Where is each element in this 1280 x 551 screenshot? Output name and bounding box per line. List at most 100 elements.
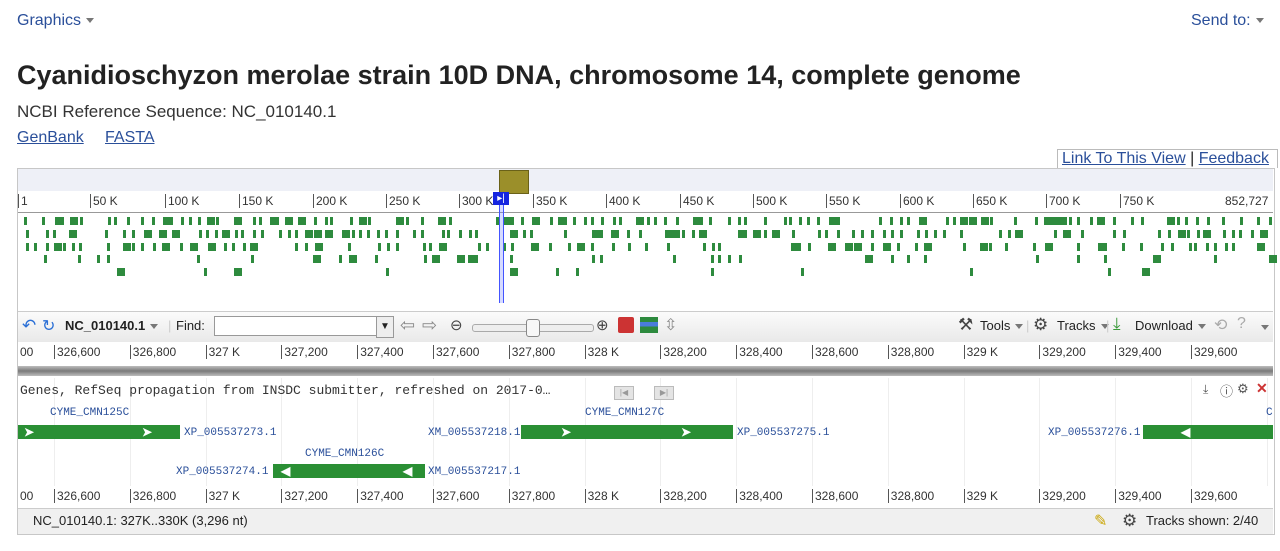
overview-gene-mark: [890, 217, 893, 225]
overview-gene-mark: [798, 243, 801, 251]
download-menu[interactable]: Download: [1135, 318, 1206, 333]
protein-label[interactable]: XP_005537276.1: [1048, 427, 1141, 439]
seq-icon[interactable]: [618, 317, 634, 333]
overview-gene-mark: [900, 217, 903, 225]
divider: |: [1026, 318, 1030, 333]
ruler-tick-label: 00: [20, 489, 34, 503]
fasta-link[interactable]: FASTA: [105, 129, 155, 146]
track-prev-button[interactable]: |◀: [614, 386, 634, 400]
download-icon[interactable]: ⤓: [1203, 382, 1209, 396]
edit-icon[interactable]: ✎: [1094, 513, 1108, 530]
gene-label[interactable]: CYME_CMN127C: [585, 407, 665, 419]
zoom-out-icon[interactable]: ⊖: [450, 317, 463, 334]
overview-gene-mark: [1251, 230, 1254, 238]
overview-gene-mark: [475, 255, 478, 263]
find-dropdown-button[interactable]: ▼: [376, 316, 394, 338]
overview-gene-mark: [791, 243, 799, 251]
gene-bar[interactable]: ➤ ➤: [18, 425, 180, 439]
info-icon[interactable]: ⓘ: [1220, 384, 1234, 399]
overview-gene-mark: [645, 243, 648, 251]
reload-icon[interactable]: ↻: [42, 318, 56, 335]
close-icon[interactable]: ✕: [1256, 380, 1268, 396]
chevron-down-icon[interactable]: [1261, 325, 1269, 330]
overview-gene-mark: [1077, 217, 1080, 225]
overview-gene-mark: [251, 255, 254, 263]
gear-icon[interactable]: ⚙: [1237, 381, 1249, 396]
pan-left-icon[interactable]: ⇦: [400, 315, 416, 335]
overview-gene-mark: [1197, 230, 1200, 238]
mrna-label[interactable]: XM_005537218.1: [428, 427, 521, 439]
protein-label[interactable]: XP_005537274.1: [176, 466, 269, 478]
feedback-link[interactable]: Feedback: [1198, 150, 1269, 167]
overview-gene-mark: [639, 230, 642, 238]
overview-gene-mark: [253, 217, 256, 225]
protein-label[interactable]: XP_005537273.1: [184, 427, 277, 439]
mrna-label[interactable]: XM_005537217.1: [428, 466, 521, 478]
genbank-link[interactable]: GenBank: [17, 129, 84, 146]
overview-gene-mark: [883, 230, 886, 238]
gear-icon[interactable]: ⚙: [1033, 315, 1049, 334]
overview-gene-mark: [279, 230, 282, 238]
overview-gene-mark: [1131, 217, 1134, 225]
overview-gene-mark: [359, 230, 362, 238]
overview-gene-mark: [712, 243, 715, 251]
gene-label[interactable]: CYME_CMN125C: [50, 407, 130, 419]
collapse-icon[interactable]: ⇳: [664, 317, 678, 334]
gene-bar[interactable]: ➤ ➤: [521, 425, 733, 439]
chevron-down-icon: [1100, 324, 1109, 330]
overview-gene-mark: [564, 217, 567, 225]
tracks-menu[interactable]: Tracks: [1057, 318, 1109, 333]
overview-gene-mark: [469, 230, 472, 238]
overview-gene-mark: [854, 243, 862, 251]
zoom-slider[interactable]: [472, 319, 594, 337]
tracks-color-icon[interactable]: [640, 317, 658, 333]
overview-gene-mark: [817, 217, 820, 225]
grid-line: [1115, 378, 1117, 486]
overview-gene-mark: [1141, 217, 1144, 225]
marker-button[interactable]: ▸|: [493, 192, 509, 205]
tools-icon[interactable]: ⚒: [958, 315, 974, 334]
send-to-menu[interactable]: Send to:: [1191, 12, 1264, 30]
overview-gene-mark: [682, 230, 685, 238]
overview-gene-mark: [105, 230, 108, 238]
gene-bar[interactable]: ◀ ◀: [273, 464, 425, 478]
link-to-view[interactable]: Link To This View: [1062, 150, 1186, 167]
gene-bar[interactable]: ◀: [1143, 425, 1273, 439]
pan-right-icon[interactable]: ⇨: [422, 315, 438, 335]
download-icon[interactable]: ⤓: [1113, 314, 1121, 333]
visible-range-marker[interactable]: [499, 192, 504, 303]
overview-gene-mark: [447, 230, 450, 238]
protein-label[interactable]: XP_005537275.1: [737, 427, 830, 439]
gene-label[interactable]: C: [1266, 407, 1273, 419]
gear-icon[interactable]: ⚙: [1122, 511, 1138, 530]
refresh-icon[interactable]: ⟲: [1214, 317, 1228, 334]
overview-gene-mark: [224, 243, 227, 251]
overview-gene-mark: [197, 255, 200, 263]
position-handle[interactable]: [499, 170, 529, 194]
graphics-menu[interactable]: Graphics: [17, 12, 95, 30]
overview-gene-mark: [315, 243, 323, 251]
grid-line: [963, 378, 965, 486]
find-input[interactable]: [214, 316, 380, 336]
gene-label[interactable]: CYME_CMN126C: [305, 448, 385, 460]
track-next-button[interactable]: ▶|: [654, 386, 674, 400]
overview-gene-mark: [753, 230, 761, 238]
help-icon[interactable]: ?: [1237, 315, 1246, 332]
track-title: Genes, RefSeq propagation from INSDC sub…: [20, 383, 551, 398]
overview-gene-mark: [55, 217, 63, 225]
overview-gene-mark: [72, 243, 75, 251]
accession-select[interactable]: NC_010140.1: [65, 318, 159, 333]
overview-gene-mark: [313, 255, 321, 263]
overview-gene-mark: [449, 217, 452, 225]
tools-menu[interactable]: Tools: [980, 318, 1024, 333]
undo-icon[interactable]: ↶: [22, 316, 37, 335]
overview-gene-mark: [1177, 217, 1180, 225]
grid-line: [433, 378, 434, 486]
overview-gene-mark: [917, 230, 920, 238]
overview-gene-mark: [744, 230, 747, 238]
zoom-slider-thumb[interactable]: [526, 319, 540, 337]
overview-gene-mark: [1015, 230, 1023, 238]
overview-gene-mark: [1257, 217, 1260, 225]
zoom-in-icon[interactable]: ⊕: [596, 317, 609, 334]
overview-gene-mark: [818, 230, 821, 238]
